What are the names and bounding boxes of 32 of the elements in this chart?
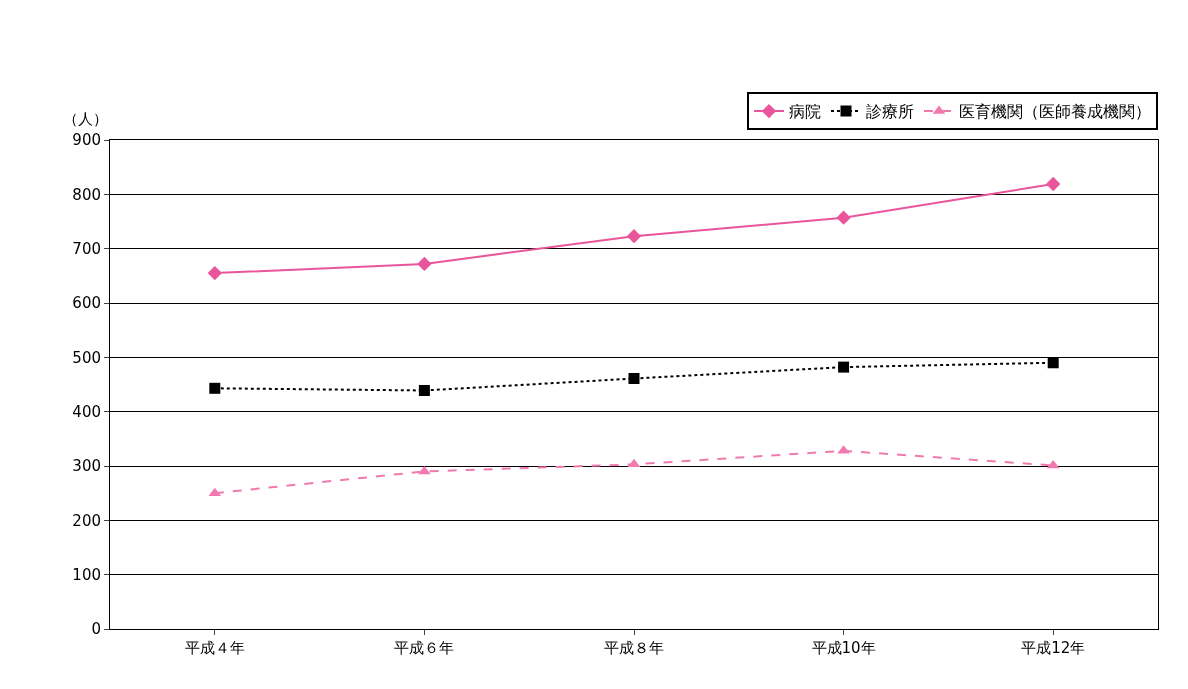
legend-label: 医育機関（医師養成機関）: [959, 102, 1151, 122]
point: [209, 382, 221, 394]
x-tick-label: 平成６年: [394, 639, 455, 657]
y-tick-label: 900: [72, 131, 101, 150]
y-tick-label: 300: [72, 457, 101, 476]
point: [1047, 357, 1059, 369]
y-tick-label: 700: [72, 239, 101, 258]
legend-label: 診療所: [866, 102, 914, 122]
point: [418, 465, 431, 475]
y-tick-label: 200: [72, 511, 101, 530]
y-tick-label: 800: [72, 185, 101, 204]
x-tick-label: 平成８年: [604, 639, 664, 657]
x-tick-label: 平成12年: [1021, 639, 1086, 657]
point: [1046, 459, 1060, 469]
x-tick-label: 平成10年: [811, 639, 876, 657]
point: [836, 210, 851, 225]
y-tick-label: 400: [72, 402, 101, 421]
point: [627, 458, 641, 468]
y-axis-title: （人）: [63, 110, 108, 128]
x-tick-label: 平成４年: [184, 639, 245, 657]
y-tick-label: 600: [72, 294, 101, 313]
point: [207, 265, 222, 281]
point: [1046, 176, 1061, 192]
y-tick-label: 500: [72, 348, 101, 367]
point: [418, 384, 430, 396]
point: [838, 361, 850, 373]
point: [626, 229, 642, 244]
y-tick-label: 100: [72, 565, 101, 584]
y-tick-label: 0: [91, 620, 101, 639]
point: [628, 373, 640, 385]
point: [417, 256, 432, 272]
legend-label: 病院: [789, 102, 821, 122]
